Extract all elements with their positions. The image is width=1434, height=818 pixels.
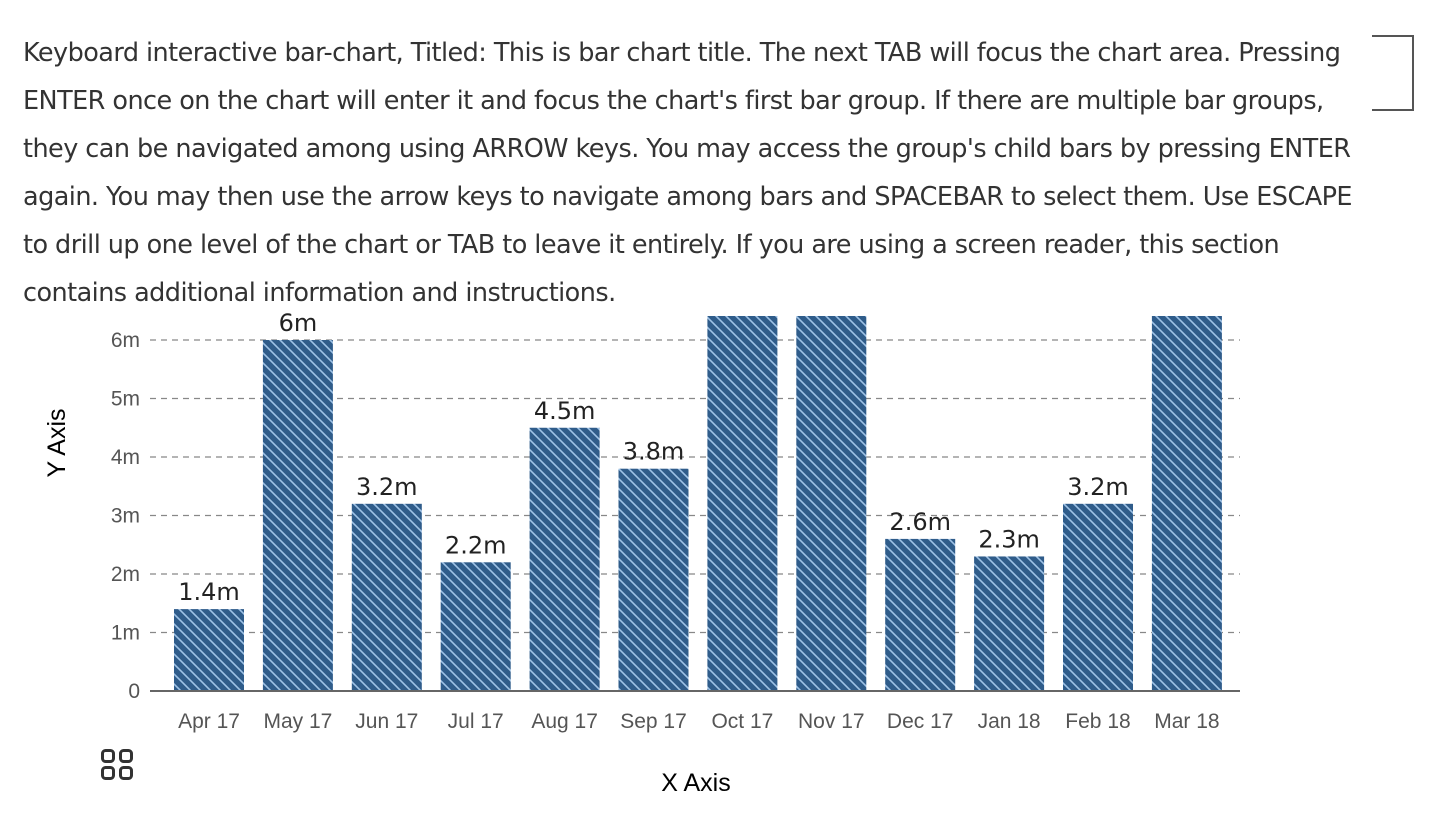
y-tick-label: 1m <box>111 622 140 645</box>
bar[interactable] <box>885 538 956 691</box>
y-tick-label: 4m <box>111 446 140 469</box>
bars[interactable] <box>174 311 1222 691</box>
data-label: 2.6m <box>889 508 951 536</box>
data-label: 4.5m <box>534 397 596 425</box>
data-label: 3.8m <box>623 438 685 466</box>
bar[interactable] <box>796 311 867 691</box>
data-label: 2.2m <box>445 531 507 559</box>
x-tick-label: Oct 17 <box>711 710 773 733</box>
y-tick-labels: 0 1m 2m 3m 4m 5m 6m <box>111 329 140 703</box>
data-label: 2.3m <box>978 525 1040 553</box>
data-label: 6m <box>279 309 318 337</box>
bar[interactable] <box>974 556 1045 691</box>
x-tick-label: Jul 17 <box>448 710 504 733</box>
y-tick-label: 2m <box>111 563 140 586</box>
y-tick-label: 5m <box>111 388 140 411</box>
y-tick-label: 6m <box>111 329 140 352</box>
bar[interactable] <box>529 427 600 691</box>
x-tick-label: Feb 18 <box>1065 710 1130 733</box>
x-tick-label: Jan 18 <box>978 710 1041 733</box>
bar[interactable] <box>707 311 778 691</box>
data-label: 3.2m <box>1067 473 1129 501</box>
bar[interactable] <box>618 468 689 691</box>
bar[interactable] <box>440 562 511 691</box>
x-tick-label: Dec 17 <box>887 710 954 733</box>
y-axis-title: Y Axis <box>43 408 71 477</box>
bar[interactable] <box>1151 311 1222 691</box>
x-tick-label: Jun 17 <box>355 710 418 733</box>
x-tick-label: May 17 <box>263 710 332 733</box>
chart-description: Keyboard interactive bar-chart, Titled: … <box>23 29 1368 317</box>
x-tick-labels: Apr 17 May 17 Jun 17 Jul 17 Aug 17 Sep 17 Oct … <box>178 710 1220 733</box>
y-tick-label: 0 <box>128 680 140 703</box>
bar[interactable] <box>174 609 244 691</box>
grid-menu-icon[interactable] <box>100 748 136 782</box>
x-tick-label: Aug 17 <box>531 710 598 733</box>
x-axis-title: X Axis <box>661 769 730 797</box>
data-labels: 1.4m 6m 3.2m 2.2m 4.5m 3.8m 2.6m 2.3m 3.2m <box>178 309 1129 606</box>
x-tick-label: Sep 17 <box>620 710 687 733</box>
bar[interactable] <box>1063 503 1133 691</box>
x-tick-label: Apr 17 <box>178 710 240 733</box>
bar[interactable] <box>351 503 422 691</box>
x-tick-label: Nov 17 <box>798 710 865 733</box>
chart-description-text: Keyboard interactive bar-chart, Titled: … <box>23 38 1353 308</box>
bar[interactable] <box>262 340 333 691</box>
y-tick-label: 3m <box>111 505 140 528</box>
data-label: 3.2m <box>356 473 418 501</box>
data-label: 1.4m <box>178 578 240 606</box>
chart-focus-indicator[interactable] <box>1372 35 1414 111</box>
x-tick-label: Mar 18 <box>1154 710 1219 733</box>
